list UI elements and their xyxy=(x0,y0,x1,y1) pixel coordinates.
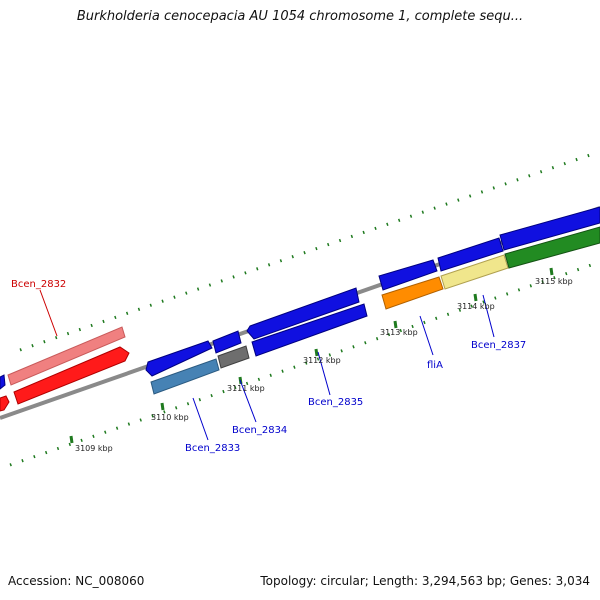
label-bcen-2832[interactable]: Bcen_2832 xyxy=(11,279,66,290)
gene-2835-bottom[interactable] xyxy=(251,303,368,357)
leader-bcen-2835 xyxy=(317,351,331,396)
leader-bcen-2832 xyxy=(39,289,58,337)
label-bcen-2833[interactable]: Bcen_2833 xyxy=(185,443,240,454)
label-flia[interactable]: fliA xyxy=(427,360,443,371)
topology-summary: Topology: circular; Length: 3,294,563 bp… xyxy=(260,574,590,588)
gene-3115-blue[interactable] xyxy=(499,206,600,251)
leader-flia xyxy=(419,315,434,356)
gene-3115-green[interactable] xyxy=(504,226,600,269)
kbp-label-3109: 3109 kbp xyxy=(75,444,113,453)
label-bcen-2835[interactable]: Bcen_2835 xyxy=(308,397,363,408)
gene-flia-orange[interactable] xyxy=(381,276,444,310)
gene-features xyxy=(0,206,600,412)
gene-labels: Bcen_2832 Bcen_2833 Bcen_2834 Bcen_2835 … xyxy=(11,279,526,454)
outer-tick-row xyxy=(19,153,591,352)
kbp-label-3110: 3110 kbp xyxy=(151,413,189,422)
gene-2833-steel[interactable] xyxy=(150,358,220,395)
gene-3109-blue-left[interactable] xyxy=(0,374,6,390)
major-tick xyxy=(549,267,554,276)
leader-bcen-2833 xyxy=(192,397,209,441)
label-bcen-2837[interactable]: Bcen_2837 xyxy=(471,340,526,351)
gene-3109-red[interactable] xyxy=(13,346,130,405)
kbp-label-3113: 3113 kbp xyxy=(380,328,418,337)
gene-2834-gray[interactable] xyxy=(217,345,250,369)
map-title: Burkholderia cenocepacia AU 1054 chromos… xyxy=(76,9,524,24)
gene-2833-blue[interactable] xyxy=(145,340,213,377)
major-tick xyxy=(314,348,319,357)
major-tick xyxy=(473,293,478,302)
leader-bcen-2837 xyxy=(482,294,495,338)
kbp-label-3114: 3114 kbp xyxy=(457,302,495,311)
gene-2835-top[interactable] xyxy=(246,287,360,340)
label-bcen-2834[interactable]: Bcen_2834 xyxy=(232,425,287,436)
major-tick xyxy=(393,320,398,329)
kbp-label-3111: 3111 kbp xyxy=(227,384,265,393)
major-tick xyxy=(69,435,74,444)
label-leaders xyxy=(39,289,495,441)
gene-2834-blue[interactable] xyxy=(212,330,242,354)
leader-bcen-2834 xyxy=(239,379,257,423)
accession-text: Accession: NC_008060 xyxy=(8,574,145,588)
major-tick xyxy=(160,402,165,411)
gene-3109-red-left[interactable] xyxy=(0,395,10,412)
gene-2837-blue[interactable] xyxy=(437,237,504,272)
gene-flia-blue[interactable] xyxy=(378,259,438,291)
kbp-label-3115: 3115 kbp xyxy=(535,277,573,286)
gene-3109-pink[interactable] xyxy=(7,326,126,386)
kbp-label-3112: 3112 kbp xyxy=(303,356,341,365)
kbp-labels: 3109 kbp 3110 kbp 3111 kbp 3112 kbp 3113… xyxy=(75,277,573,453)
gene-2837-khaki[interactable] xyxy=(440,254,509,290)
